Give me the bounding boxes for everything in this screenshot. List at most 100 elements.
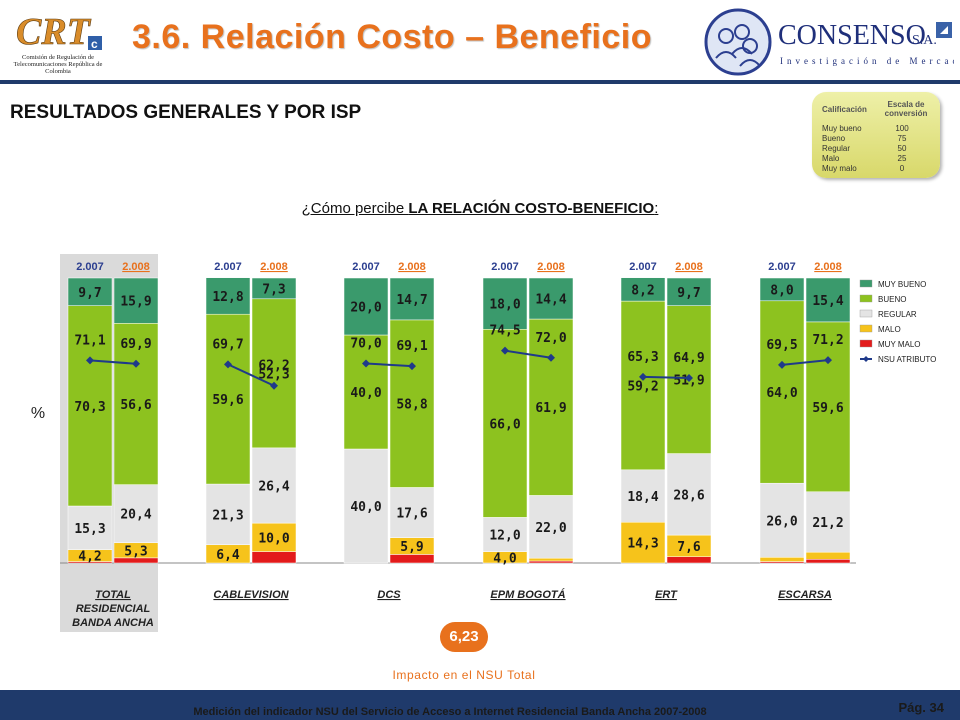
year-label: 2.007 — [629, 261, 657, 273]
year-label: 2.008 — [675, 261, 703, 273]
data-label: 8,2 — [631, 283, 654, 298]
data-label: 10,0 — [258, 531, 289, 546]
legend-swatch — [859, 294, 873, 303]
group-label: ESCARSA — [778, 589, 832, 601]
consenso-suffix: S.A. — [912, 33, 937, 48]
data-label: 15,4 — [812, 294, 843, 309]
bar-segment — [528, 318, 574, 496]
bar-segment — [482, 277, 528, 330]
data-label: 61,9 — [535, 401, 566, 416]
nsu-line — [89, 359, 137, 365]
scale-row-label: Muy malo — [822, 164, 857, 173]
nsu-label: 69,1 — [396, 339, 427, 354]
consenso-tagline: Investigación de Mercados — [780, 56, 954, 66]
legend-label: MUY MALO — [878, 340, 921, 349]
year-label: 2.008 — [537, 261, 565, 273]
data-label: 9,7 — [677, 286, 700, 301]
data-label: 20,0 — [350, 301, 381, 316]
scale-header-right: Escala de conversión — [884, 100, 928, 118]
scale-row-label: Malo — [822, 154, 840, 163]
data-label: 59,6 — [212, 393, 243, 408]
nsu-marker — [501, 346, 509, 355]
bar-segment — [528, 557, 574, 562]
question-prefix: ¿Cómo percibe — [301, 200, 409, 217]
bar-segment — [343, 277, 389, 336]
scale-row: Muy malo 0 — [822, 164, 932, 174]
question-suffix: : — [654, 200, 659, 217]
bar-segment — [759, 557, 805, 562]
group-label: RESIDENCIAL — [76, 603, 151, 615]
scale-row: Malo 25 — [822, 154, 932, 164]
nsu-label: 74,5 — [489, 324, 520, 339]
footer-text: Medición del indicador NSU del Servicio … — [193, 706, 707, 718]
nsu-line — [781, 359, 829, 366]
nsu-marker — [408, 362, 416, 371]
legend-label: BUENO — [878, 295, 906, 304]
year-label: 2.007 — [352, 261, 380, 273]
data-label: 28,6 — [673, 488, 704, 503]
bar-segment — [67, 277, 113, 306]
year-label: 2.007 — [76, 261, 104, 273]
nsu-marker — [224, 360, 232, 369]
data-label: 64,0 — [766, 386, 797, 401]
scale-row-label: Regular — [822, 144, 851, 153]
bar-segment — [805, 491, 851, 553]
bar-segment — [620, 277, 666, 302]
bar-segment — [251, 522, 297, 552]
data-label: 18,4 — [627, 490, 658, 505]
scale-row-label: Bueno — [822, 134, 846, 143]
year-label: 2.008 — [398, 261, 426, 273]
nsu-label: 62,2 — [258, 359, 289, 374]
data-label: 66,0 — [489, 417, 520, 432]
question-bold: LA RELACIÓN COSTO-BENEFICIO — [408, 200, 655, 217]
data-label: 21,2 — [812, 516, 843, 531]
scale-row-label: Muy bueno — [822, 124, 862, 133]
scale-row: Bueno 75 — [822, 134, 932, 144]
bar-segment — [113, 323, 159, 485]
bar-segment — [205, 277, 251, 315]
group-label: EPM BOGOTÁ — [490, 588, 565, 601]
page-title: 3.6. Relación Costo – Beneficio — [132, 18, 652, 56]
data-label: 15,9 — [120, 295, 151, 310]
crt-logo-mark: CRT — [16, 11, 92, 53]
legend-label: NSU ATRIBUTO — [878, 355, 936, 364]
nsu-marker — [639, 372, 647, 381]
bar-segment — [528, 495, 574, 559]
data-label: 5,3 — [124, 544, 147, 559]
impact-value-badge: 6,23 — [440, 622, 488, 652]
group-label: BANDA ANCHA — [72, 617, 154, 629]
data-label: 4,0 — [493, 551, 517, 566]
scale-row-value: 0 — [899, 164, 905, 173]
bar-segment — [343, 448, 389, 564]
bar-segment — [67, 305, 113, 507]
nsu-label: 64,9 — [673, 351, 704, 366]
bar-segment — [805, 277, 851, 323]
footer-bar — [0, 690, 960, 720]
bar-segment — [666, 556, 712, 564]
bar-segment — [620, 521, 666, 564]
group-label: TOTAL — [95, 589, 131, 601]
nsu-marker — [270, 381, 278, 390]
survey-question: ¿Cómo percibe LA RELACIÓN COSTO-BENEFICI… — [0, 200, 960, 217]
nsu-label: 71,2 — [812, 333, 843, 348]
legend-label: MUY BUENO — [878, 280, 926, 289]
group-label: ERT — [655, 589, 678, 601]
data-label: 59,2 — [627, 379, 658, 394]
impact-label: Impacto en el NSU Total — [392, 668, 536, 682]
data-label: 17,6 — [396, 507, 427, 522]
page-number: Pág. 34 — [898, 700, 944, 715]
nsu-marker — [86, 356, 94, 365]
bar-segment — [666, 453, 712, 536]
scale-row-value: 75 — [897, 134, 907, 143]
svg-text:c: c — [91, 37, 98, 51]
data-label: 21,3 — [212, 508, 243, 523]
scale-header-left: Calificación — [822, 105, 867, 114]
nsu-line — [365, 362, 413, 368]
bar-segment — [759, 277, 805, 302]
bar-segment — [251, 447, 297, 524]
data-label: 56,6 — [120, 398, 151, 413]
data-label: 12,8 — [212, 290, 243, 305]
data-label: 18,0 — [489, 298, 520, 313]
scale-row-value: 50 — [897, 144, 907, 153]
data-label: 26,4 — [258, 479, 289, 494]
